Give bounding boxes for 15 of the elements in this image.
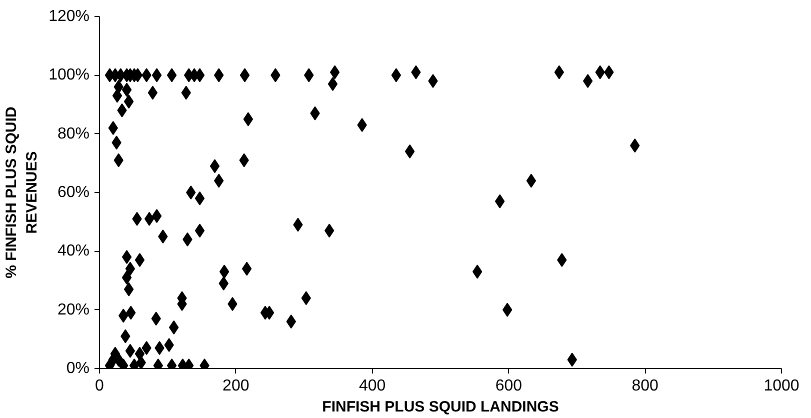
x-tick-label: 600 <box>495 378 522 394</box>
x-tick-label: 0 <box>95 378 104 394</box>
y-tick-label: 20% <box>57 301 90 318</box>
y-tick-label: 120% <box>48 8 90 25</box>
x-tick-label: 400 <box>358 378 386 394</box>
y-axis-title: % FINFISH PLUS SQUID REVENUES <box>3 106 41 278</box>
x-tick-label: 1000 <box>764 378 800 394</box>
y-tick-label: 0% <box>66 360 90 377</box>
y-tick-label: 60% <box>57 184 90 201</box>
x-axis-title: FINFISH PLUS SQUID LANDINGS <box>322 398 559 416</box>
y-tick-label: 100% <box>48 66 90 84</box>
x-tick-label: 200 <box>222 378 250 394</box>
y-tick-label: 40% <box>57 242 90 260</box>
y-tick-label: 80% <box>57 125 90 142</box>
x-tick-label: 800 <box>632 378 659 394</box>
